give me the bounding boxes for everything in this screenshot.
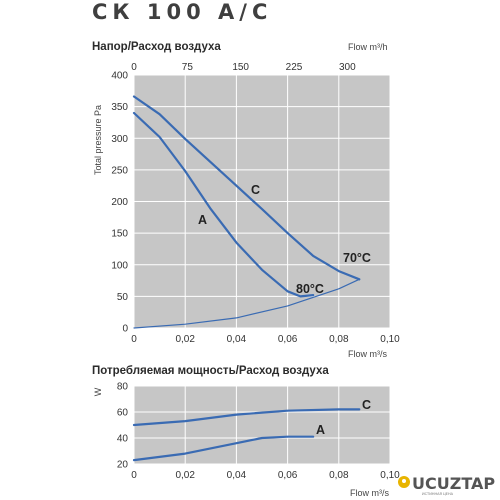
y-tick-label: 350 — [111, 102, 128, 113]
series-line-curve-2 — [133, 278, 360, 329]
pressure-y-axis-label: Total pressure Pa — [93, 105, 103, 175]
x-tick-label: 0,08 — [329, 334, 349, 345]
y-tick-label: 60 — [117, 408, 129, 419]
pressure-y-ticks: 0 50 100 150 200 250 300 350 400 — [111, 71, 128, 335]
x-tick-label: 0 — [131, 334, 137, 345]
x2-tick-label: 300 — [339, 62, 356, 73]
x-tick-label: 0,02 — [175, 470, 195, 481]
pressure-grid — [133, 74, 391, 329]
pressure-x-ticks: 0 0,02 0,04 0,06 0,08 0,10 — [131, 334, 400, 345]
x2-tick-label: 150 — [232, 62, 249, 73]
x-tick-label: 0 — [131, 470, 137, 481]
y-tick-label: 200 — [111, 197, 128, 208]
y-tick-label: 80 — [117, 382, 129, 393]
curve-label-c-top: C — [251, 183, 260, 197]
x-tick-label: 0,06 — [278, 334, 298, 345]
x-tick-label: 0,04 — [227, 470, 247, 481]
temp-label-70c: 70°C — [343, 251, 371, 265]
x-tick-label: 0,04 — [227, 334, 247, 345]
x-tick-label: 0,06 — [278, 470, 298, 481]
pressure-x2-ticks: 0 75 150 225 300 — [131, 62, 356, 73]
power-y-ticks: 20 40 60 80 — [117, 382, 129, 471]
x2-tick-label: 75 — [182, 62, 194, 73]
pressure-x2-axis-label: Flow m³/h — [348, 42, 388, 52]
series-line-c — [132, 95, 361, 281]
watermark-text: UCUZTAP — [412, 474, 495, 493]
x-tick-label: 0,10 — [380, 334, 400, 345]
y-tick-label: 400 — [111, 71, 128, 82]
series-line-a — [132, 111, 315, 298]
curve-label-a-bottom: A — [316, 423, 325, 437]
y-tick-label: 50 — [117, 292, 129, 303]
page-title: СК 100 A/C — [92, 0, 273, 24]
x2-tick-label: 0 — [131, 62, 137, 73]
series-line-c — [132, 408, 361, 427]
temp-label-80c: 80°C — [296, 282, 324, 296]
y-tick-label: 0 — [122, 324, 128, 335]
watermark-subtext: ИСТИННАЯ ЦЕНА — [422, 492, 454, 496]
y-tick-label: 300 — [111, 134, 128, 145]
power-x-axis-label: Flow m³/s — [350, 488, 389, 498]
watermark-pin-dot — [402, 479, 406, 483]
power-chart: Потребляемая мощность/Расход воздуха 20 4… — [92, 365, 400, 498]
x-tick-label: 0,10 — [380, 470, 400, 481]
curve-label-a-top: A — [198, 213, 207, 227]
power-plot-area — [134, 386, 390, 464]
power-x-ticks: 0 0,02 0,04 0,06 0,08 0,10 — [131, 470, 400, 481]
pressure-chart: Напор/Расход воздуха Flow m³/h 0 50 100 150… — [92, 41, 400, 359]
x2-tick-label: 225 — [286, 62, 303, 73]
y-tick-label: 250 — [111, 165, 128, 176]
pressure-series — [132, 95, 361, 329]
x-tick-label: 0,02 — [175, 334, 195, 345]
power-chart-title: Потребляемая мощность/Расход воздуха — [92, 365, 329, 377]
y-tick-label: 150 — [111, 229, 128, 240]
pressure-x-axis-label: Flow m³/s — [348, 349, 387, 359]
power-y-axis-label: W — [93, 387, 103, 396]
watermark-logo: UCUZTAP ИСТИННАЯ ЦЕНА — [398, 474, 495, 496]
curve-label-c-bottom: C — [362, 398, 371, 412]
y-tick-label: 40 — [117, 434, 129, 445]
y-tick-label: 100 — [111, 260, 128, 271]
y-tick-label: 20 — [117, 460, 129, 471]
pressure-chart-title: Напор/Расход воздуха — [92, 41, 221, 53]
power-series — [132, 408, 361, 462]
x-tick-label: 0,08 — [329, 470, 349, 481]
series-line-a — [132, 435, 315, 462]
